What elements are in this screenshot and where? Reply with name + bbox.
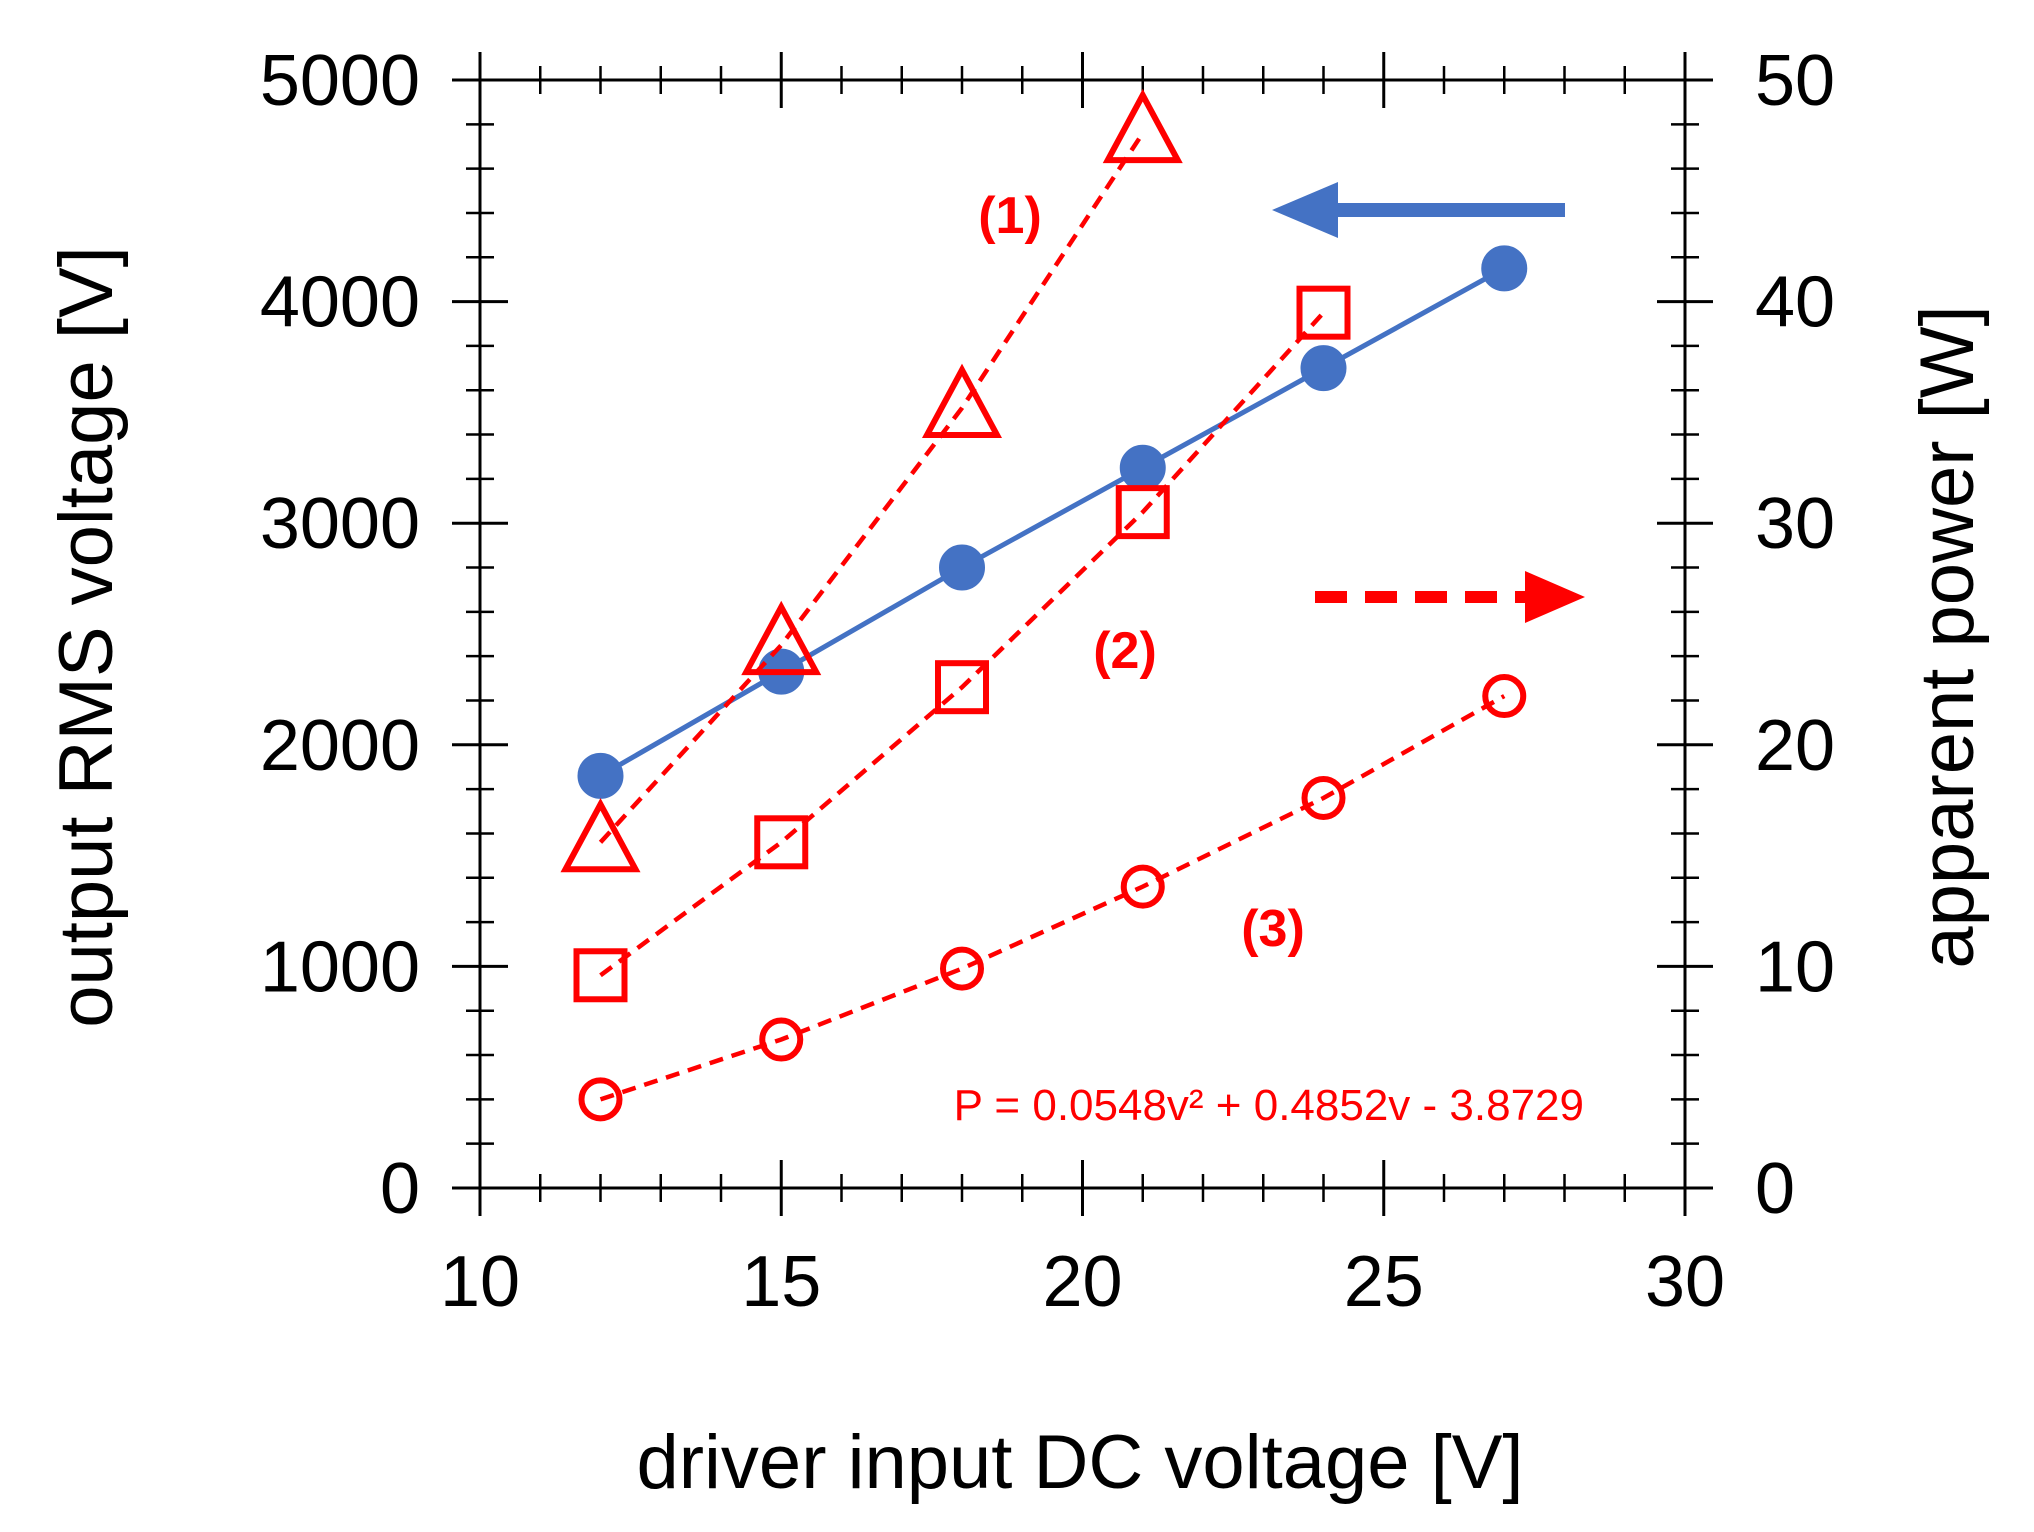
data-point-square-open [935,660,989,715]
data-point-circle-open [940,946,984,991]
y-right-tick-label: 20 [1755,706,1835,786]
y-left-tick-label: 1000 [260,927,420,1007]
fit-formula: P = 0.0548v² + 0.4852v - 3.8729 [954,1081,1584,1130]
right-arrow-icon [1315,571,1585,623]
axes: 10 15 20 25 30010002000300040005000010203040… [260,41,1835,1322]
data-point-square-open [1296,285,1351,340]
data-point-triangle-open [921,363,1003,438]
data-point-triangle-open [560,797,641,873]
data-point-triangle-open [1102,88,1183,164]
series-3-label: (3) [1241,900,1305,958]
y-axis-left-title: output RMS voltage [V] [44,246,129,1028]
data-point-square-open [573,948,628,1003]
data-point-circle-filled [939,544,985,591]
data-point-circle-open [1482,674,1527,719]
data-point-circle-open [759,1017,804,1062]
y-left-tick-label: 0 [380,1149,420,1229]
series-1-label: (1) [978,187,1042,245]
x-tick-label: 10 [440,1242,520,1322]
data-point-circle-filled [1300,345,1347,392]
data-point-circle-open [1301,775,1346,820]
series-line-1 [599,266,1506,778]
data-point-square-open [1115,485,1170,540]
y-right-tick-label: 0 [1755,1149,1795,1229]
x-tick-label: 25 [1344,1242,1424,1322]
y-right-tick-label: 30 [1755,484,1835,564]
y-axis-right-title: apparent power [W] [1905,305,1990,968]
left-arrow-icon [1272,182,1565,238]
y-right-tick-label: 10 [1755,927,1835,1007]
data-point-circle-open [1120,864,1165,909]
y-left-tick-label: 4000 [260,263,420,343]
series-layer [560,88,1528,1122]
y-right-tick-label: 50 [1755,41,1835,121]
y-right-tick-label: 40 [1755,263,1835,343]
x-tick-label: 15 [741,1242,821,1322]
data-point-circle-open [578,1077,623,1122]
y-left-tick-label: 5000 [260,41,420,121]
data-point-square-open [754,815,809,870]
x-tick-label: 30 [1645,1242,1725,1322]
x-tick-label: 20 [1042,1242,1122,1322]
data-point-circle-filled [577,752,624,799]
series-line-3 [599,311,1326,978]
data-point-triangle-open [741,600,822,676]
data-point-circle-filled [1481,245,1528,292]
series-line-4 [599,694,1506,1102]
y-left-tick-label: 3000 [260,484,420,564]
y-left-tick-label: 2000 [260,706,420,786]
series-line-2 [598,131,1145,844]
data-point-circle-filled [1119,444,1166,491]
x-axis-title: driver input DC voltage [V] [636,1420,1523,1505]
series-2-label: (2) [1093,622,1157,680]
